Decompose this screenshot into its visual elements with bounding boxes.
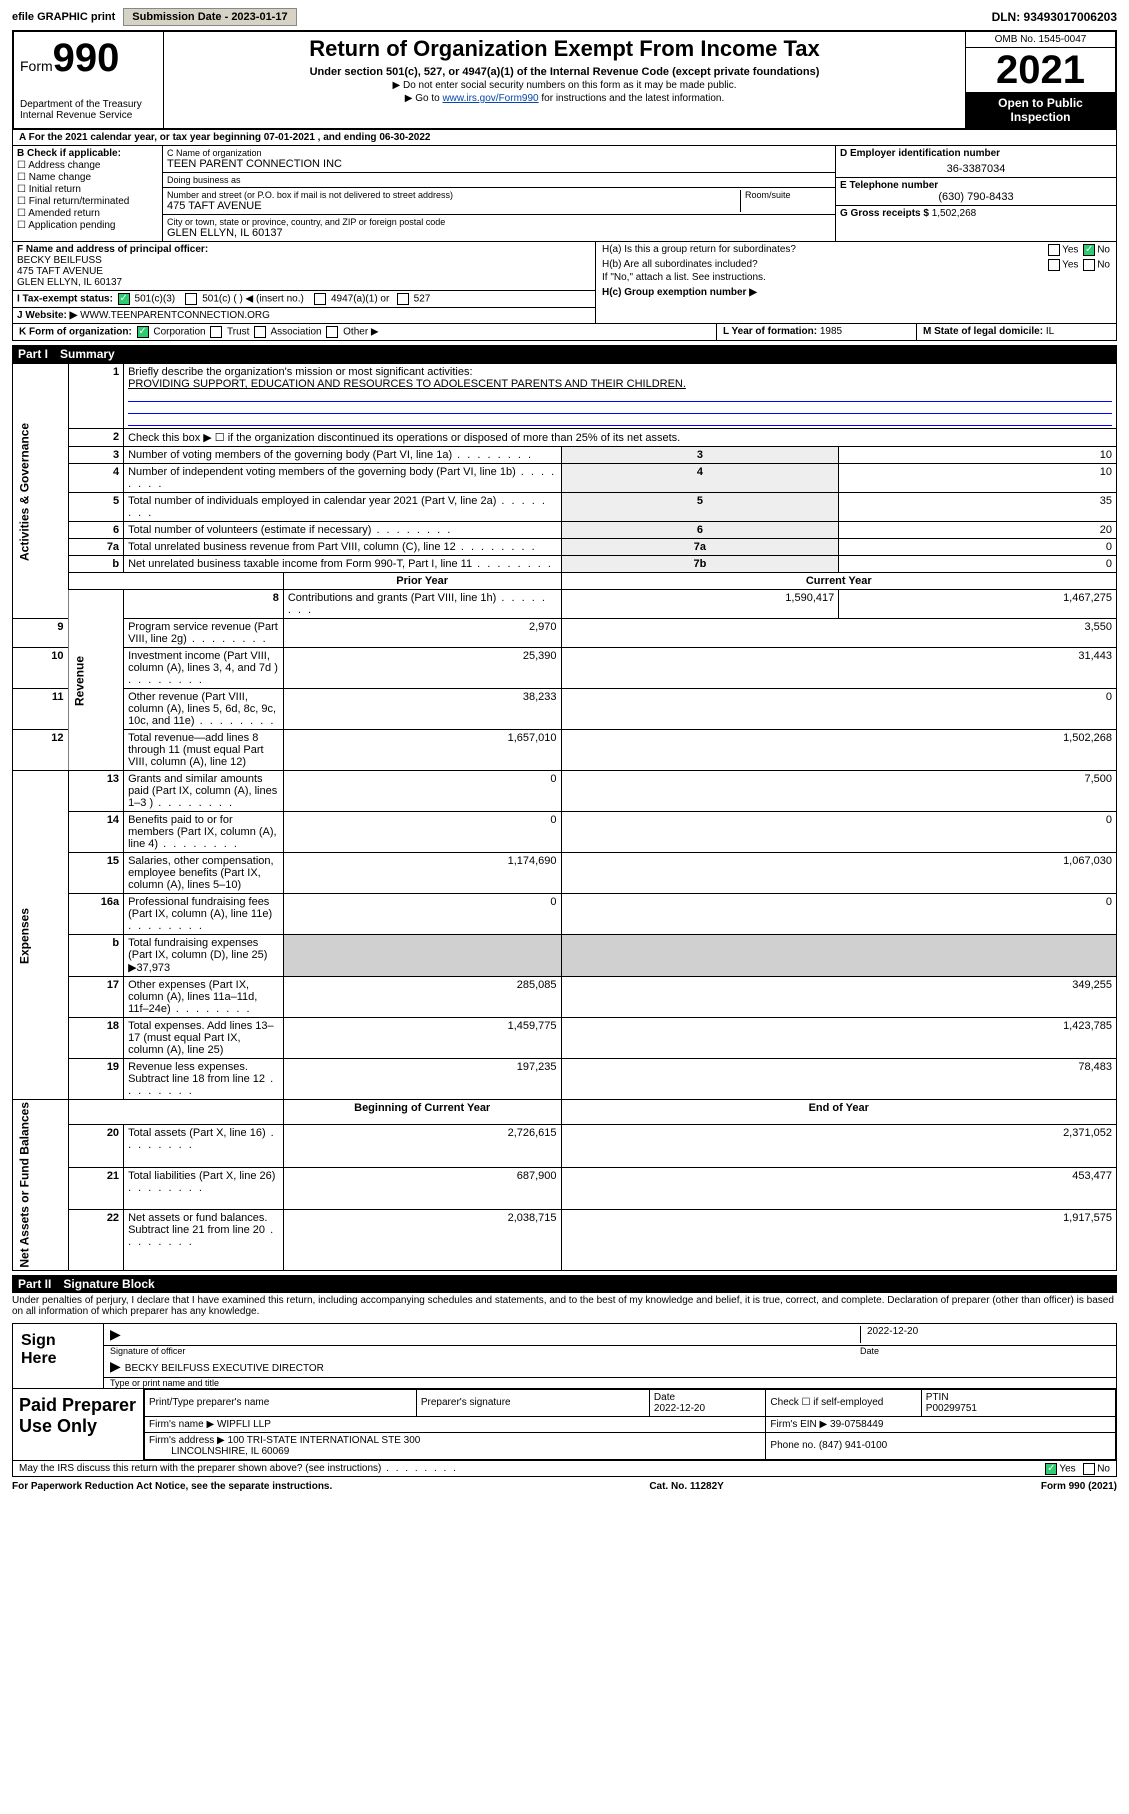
phone: (630) 790-8433 — [840, 191, 1112, 203]
open-inspection: Open to Public Inspection — [966, 92, 1115, 128]
section-j: J Website: ▶ WWW.TEENPARENTCONNECTION.OR… — [13, 307, 595, 323]
footer: For Paperwork Reduction Act Notice, see … — [12, 1481, 1117, 1492]
section-k: K Form of organization: Corporation Trus… — [13, 324, 716, 340]
section-i: I Tax-exempt status: 501(c)(3) 501(c) ( … — [13, 290, 595, 307]
dln-label: DLN: 93493017006203 — [992, 10, 1117, 24]
jurat: Under penalties of perjury, I declare th… — [12, 1293, 1117, 1319]
corp-checkbox[interactable] — [137, 326, 149, 338]
note-ssn: ▶ Do not enter social security numbers o… — [172, 80, 957, 91]
section-a: A For the 2021 calendar year, or tax yea… — [12, 130, 1117, 146]
section-m: M State of legal domicile: IL — [916, 324, 1116, 340]
sign-here-block: Sign Here ▶ 2022-12-20 Signature of offi… — [12, 1323, 1117, 1389]
part2-header: Part IISignature Block — [12, 1275, 1117, 1293]
form-subtitle: Under section 501(c), 527, or 4947(a)(1)… — [172, 66, 957, 78]
dept-label: Department of the Treasury Internal Reve… — [20, 99, 157, 121]
section-c: C Name of organization TEEN PARENT CONNE… — [163, 146, 836, 241]
submission-date-button[interactable]: Submission Date - 2023-01-17 — [123, 8, 296, 26]
revenue-sidelabel: Revenue — [68, 590, 124, 771]
section-l: L Year of formation: 1985 — [716, 324, 916, 340]
netassets-sidelabel: Net Assets or Fund Balances — [13, 1100, 69, 1271]
org-name: TEEN PARENT CONNECTION INC — [167, 158, 831, 170]
discuss-no-checkbox[interactable] — [1083, 1463, 1095, 1475]
form-number: Form990 — [20, 36, 157, 81]
501c3-checkbox[interactable] — [118, 293, 130, 305]
part1-header: Part ISummary — [12, 345, 1117, 363]
org-city: GLEN ELLYN, IL 60137 — [167, 227, 831, 239]
section-deg: D Employer identification number 36-3387… — [836, 146, 1116, 241]
efile-label: efile GRAPHIC print — [12, 11, 115, 23]
section-f: F Name and address of principal officer:… — [13, 242, 595, 290]
governance-sidelabel: Activities & Governance — [13, 364, 69, 619]
note-link: ▶ Go to www.irs.gov/Form990 for instruct… — [172, 93, 957, 104]
omb-number: OMB No. 1545-0047 — [966, 32, 1115, 48]
group-no-checkbox[interactable] — [1083, 244, 1095, 256]
tax-year: 2021 — [966, 48, 1115, 92]
mission-text: PROVIDING SUPPORT, EDUCATION AND RESOURC… — [128, 378, 686, 390]
section-b: B Check if applicable: ☐ Address change … — [13, 146, 163, 241]
discuss-yes-checkbox[interactable] — [1045, 1463, 1057, 1475]
section-h: H(a) Is this a group return for subordin… — [596, 242, 1116, 323]
org-street: 475 TAFT AVENUE — [167, 200, 736, 212]
part1-table: Activities & Governance 1 Briefly descri… — [12, 363, 1117, 1271]
paid-preparer-block: Paid Preparer Use Only Print/Type prepar… — [12, 1389, 1117, 1461]
irs-link[interactable]: www.irs.gov/Form990 — [442, 93, 538, 104]
gross-receipts: 1,502,268 — [932, 208, 977, 219]
ein: 36-3387034 — [840, 163, 1112, 175]
form-title: Return of Organization Exempt From Incom… — [172, 36, 957, 62]
discuss-row: May the IRS discuss this return with the… — [12, 1461, 1117, 1477]
expenses-sidelabel: Expenses — [13, 771, 69, 1100]
